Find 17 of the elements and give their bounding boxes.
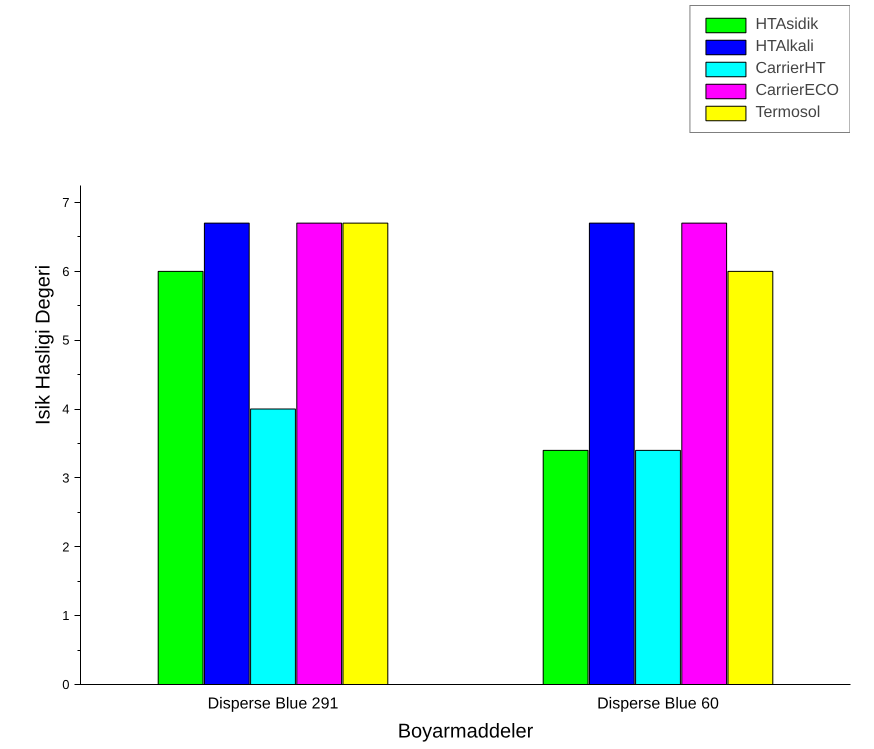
y-tick-label: 0 <box>62 677 70 692</box>
x-tick-label: Disperse Blue 60 <box>597 696 720 712</box>
legend-label: CarrierHT <box>755 60 826 78</box>
y-tick-label: 4 <box>62 402 70 417</box>
y-tick-label: 1 <box>62 608 70 624</box>
x-tick-label: Disperse Blue 291 <box>208 696 338 712</box>
legend-label: Termosol <box>755 104 820 122</box>
y-tick-label: 5 <box>62 332 70 348</box>
y-axis-title: Isik Hasligi Degeri <box>32 264 54 426</box>
y-tick-label: 3 <box>62 470 70 486</box>
legend-label: HTAsidik <box>755 16 818 34</box>
y-tick-label: 7 <box>62 194 70 210</box>
legend-label: CarrierECO <box>755 82 839 100</box>
y-tick-label: 2 <box>62 539 70 554</box>
x-axis-title: Boyarmaddeler <box>398 720 534 742</box>
y-tick-label: 6 <box>62 264 70 279</box>
legend-label: HTAlkali <box>755 38 814 56</box>
